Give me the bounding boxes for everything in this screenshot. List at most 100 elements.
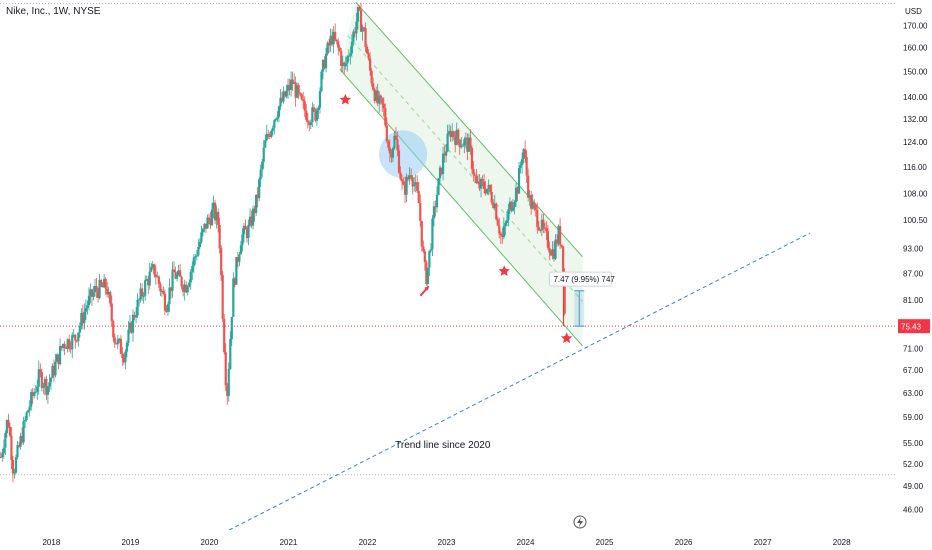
- trend-line-label: Trend line since 2020: [395, 440, 491, 451]
- candle-body: [495, 203, 498, 220]
- candle-body: [510, 201, 513, 211]
- candle-body: [49, 377, 53, 383]
- y-tick-label: 170.00: [903, 21, 928, 30]
- candle-body: [13, 472, 16, 474]
- candle-body: [385, 125, 388, 142]
- price-axis: [897, 0, 932, 550]
- candle-body: [482, 181, 486, 189]
- candle-body: [62, 343, 65, 349]
- candle-body: [159, 283, 162, 292]
- candle-body: [57, 354, 60, 365]
- candle-body: [428, 250, 431, 268]
- y-tick-label: 59.00: [903, 413, 924, 422]
- candle-body: [457, 129, 460, 140]
- candle-body: [84, 308, 88, 312]
- candle-body: [408, 175, 411, 180]
- candle-body: [122, 358, 125, 363]
- candle-body: [423, 251, 426, 263]
- candle-body: [347, 55, 350, 57]
- candle-body: [388, 147, 391, 154]
- candle-body: [127, 329, 130, 343]
- candle-body: [142, 295, 145, 297]
- candle-body: [431, 218, 434, 250]
- candle-body: [513, 202, 516, 208]
- measure-label-box: [548, 271, 612, 287]
- candle-body: [93, 286, 97, 293]
- candle-body: [248, 216, 252, 225]
- candle-body: [558, 226, 562, 245]
- candle-body: [362, 27, 366, 29]
- currency-label: USD: [905, 7, 922, 16]
- candle-body: [530, 195, 533, 209]
- candle-body: [235, 257, 238, 285]
- candle-body: [486, 188, 489, 194]
- candle-body: [141, 288, 144, 296]
- candle-body: [217, 211, 220, 225]
- y-tick-label: 150.00: [903, 68, 928, 77]
- candle-body: [55, 354, 59, 362]
- y-tick-label: 55.00: [903, 439, 924, 448]
- y-tick-label: 71.00: [903, 345, 924, 354]
- candle-body: [478, 181, 481, 189]
- candle-body: [4, 433, 7, 448]
- candle-body: [479, 178, 483, 189]
- candle-body: [185, 284, 188, 293]
- candle-body: [549, 252, 553, 256]
- lightning-bolt-icon: [577, 517, 583, 527]
- channel-fill: [339, 2, 583, 346]
- candle-body: [236, 257, 239, 262]
- candle-body: [305, 110, 308, 121]
- candle-body: [489, 184, 492, 192]
- candle-body: [443, 153, 446, 156]
- candle-body: [174, 272, 177, 279]
- candle-body: [191, 266, 194, 272]
- candle-body: [373, 89, 376, 101]
- candle-body: [188, 282, 191, 287]
- candle-body: [145, 279, 148, 281]
- candle-body: [11, 459, 15, 474]
- candle-body: [172, 269, 176, 273]
- y-tick-label: 52.00: [903, 460, 924, 469]
- candle-body: [504, 223, 507, 227]
- candle-body: [416, 182, 419, 192]
- candle-body: [343, 62, 346, 67]
- channel-upper-line: [355, 1, 583, 258]
- candle-body: [446, 133, 449, 152]
- candle-body: [280, 97, 284, 102]
- candle-body: [499, 233, 502, 236]
- candle-body: [250, 216, 253, 226]
- candle-body: [432, 206, 436, 219]
- candle-body: [156, 276, 159, 278]
- candle-body: [332, 31, 335, 45]
- candle-body: [229, 339, 232, 370]
- candle-body: [137, 299, 141, 301]
- star-marker-icon: [560, 332, 573, 344]
- candle-body: [291, 79, 294, 85]
- candle-body: [166, 304, 170, 312]
- x-tick-label: 2024: [517, 538, 535, 547]
- candle-body: [63, 343, 66, 348]
- channel-midline: [347, 35, 583, 302]
- y-tick-label: 67.00: [903, 366, 924, 375]
- candle-body: [454, 136, 457, 145]
- candle-body: [422, 246, 425, 252]
- candle-body: [150, 267, 153, 272]
- candle-body: [119, 338, 122, 354]
- candle-body: [95, 286, 98, 292]
- y-tick-label: 140.00: [903, 93, 928, 102]
- candle-body: [329, 35, 332, 46]
- candle-body: [160, 290, 163, 292]
- candle-body: [520, 159, 524, 166]
- candle-body: [182, 286, 185, 292]
- y-tick-label: 132.00: [903, 115, 928, 124]
- candle-body: [414, 182, 417, 185]
- candle-body: [51, 365, 54, 378]
- candle-body: [118, 338, 121, 340]
- candle-body: [352, 31, 355, 42]
- candle-body: [220, 248, 223, 275]
- candle-body: [317, 107, 320, 111]
- candle-body: [405, 176, 408, 195]
- candle-body: [43, 378, 46, 387]
- candle-body: [268, 135, 271, 137]
